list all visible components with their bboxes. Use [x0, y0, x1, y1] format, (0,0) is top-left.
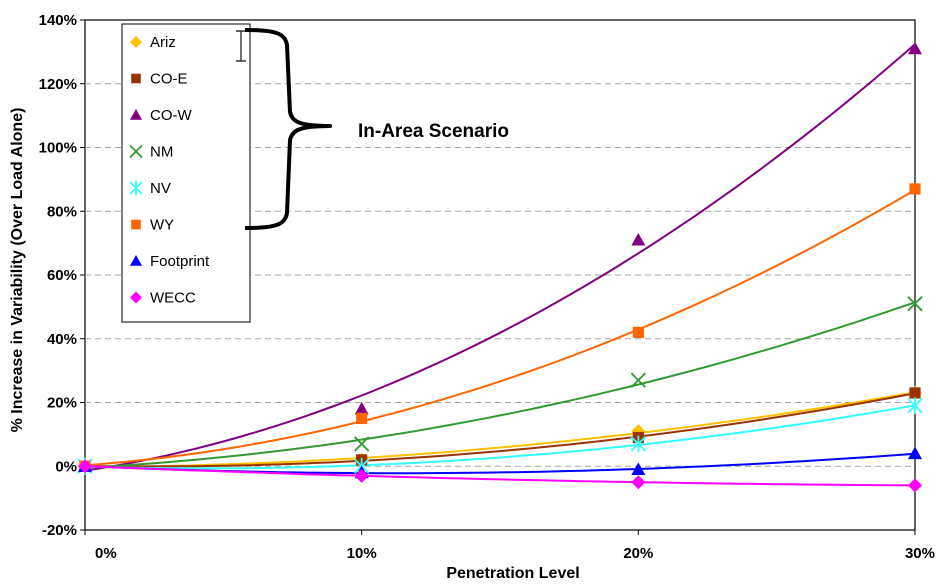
- legend-label: WY: [150, 217, 174, 234]
- legend-label: NV: [150, 180, 171, 197]
- x-tick-labels: 0% 10% 20% 30%: [85, 530, 935, 562]
- y-tick-label: 60%: [47, 267, 77, 284]
- y-tick-label: 20%: [47, 395, 77, 412]
- trendline-co-e: [85, 393, 915, 466]
- legend-label: NM: [150, 144, 173, 161]
- y-tick-label: 120%: [39, 76, 77, 93]
- legend-label: CO-W: [150, 107, 192, 124]
- legend-label: WECC: [150, 290, 196, 307]
- x-tick-label: 20%: [623, 545, 653, 562]
- point-wecc: [908, 478, 922, 492]
- legend-marker-wy: [131, 220, 141, 230]
- legend-label: Footprint: [150, 253, 210, 270]
- trendline-ariz: [85, 392, 915, 467]
- y-tick-label: 40%: [47, 331, 77, 348]
- y-axis-title: % Increase in Variability (Over Load Alo…: [9, 108, 26, 433]
- point-wy: [633, 327, 644, 338]
- legend-box: [122, 24, 250, 322]
- annotation-label: In-Area Scenario: [358, 121, 509, 142]
- point-co-w: [631, 233, 645, 246]
- point-wy: [909, 183, 920, 194]
- x-axis-title: Penetration Level: [446, 565, 579, 582]
- point-wecc: [631, 475, 645, 489]
- legend-label: CO-E: [150, 71, 188, 88]
- y-tick-label: 80%: [47, 203, 77, 220]
- x-tick-label: 30%: [905, 545, 935, 562]
- annotation: In-Area Scenario: [245, 30, 509, 228]
- x-tick-label: 10%: [347, 545, 377, 562]
- point-co-e: [909, 387, 920, 398]
- y-tick-label: 140%: [39, 12, 77, 29]
- bracket: [245, 30, 330, 228]
- legend: Ariz CO-E CO-W NM NV WY Footprint WECC: [122, 24, 250, 322]
- y-tick-label: -20%: [42, 522, 77, 539]
- legend-label: Ariz: [150, 34, 176, 51]
- point-wy: [356, 413, 367, 424]
- point-co-w: [355, 402, 369, 415]
- y-tick-label: 0%: [55, 458, 77, 475]
- legend-marker-co-e: [131, 74, 141, 84]
- trendline-nm: [85, 302, 915, 467]
- y-tick-label: 100%: [39, 140, 77, 157]
- point-footprint: [908, 447, 922, 460]
- x-tick-label: 0%: [95, 545, 117, 562]
